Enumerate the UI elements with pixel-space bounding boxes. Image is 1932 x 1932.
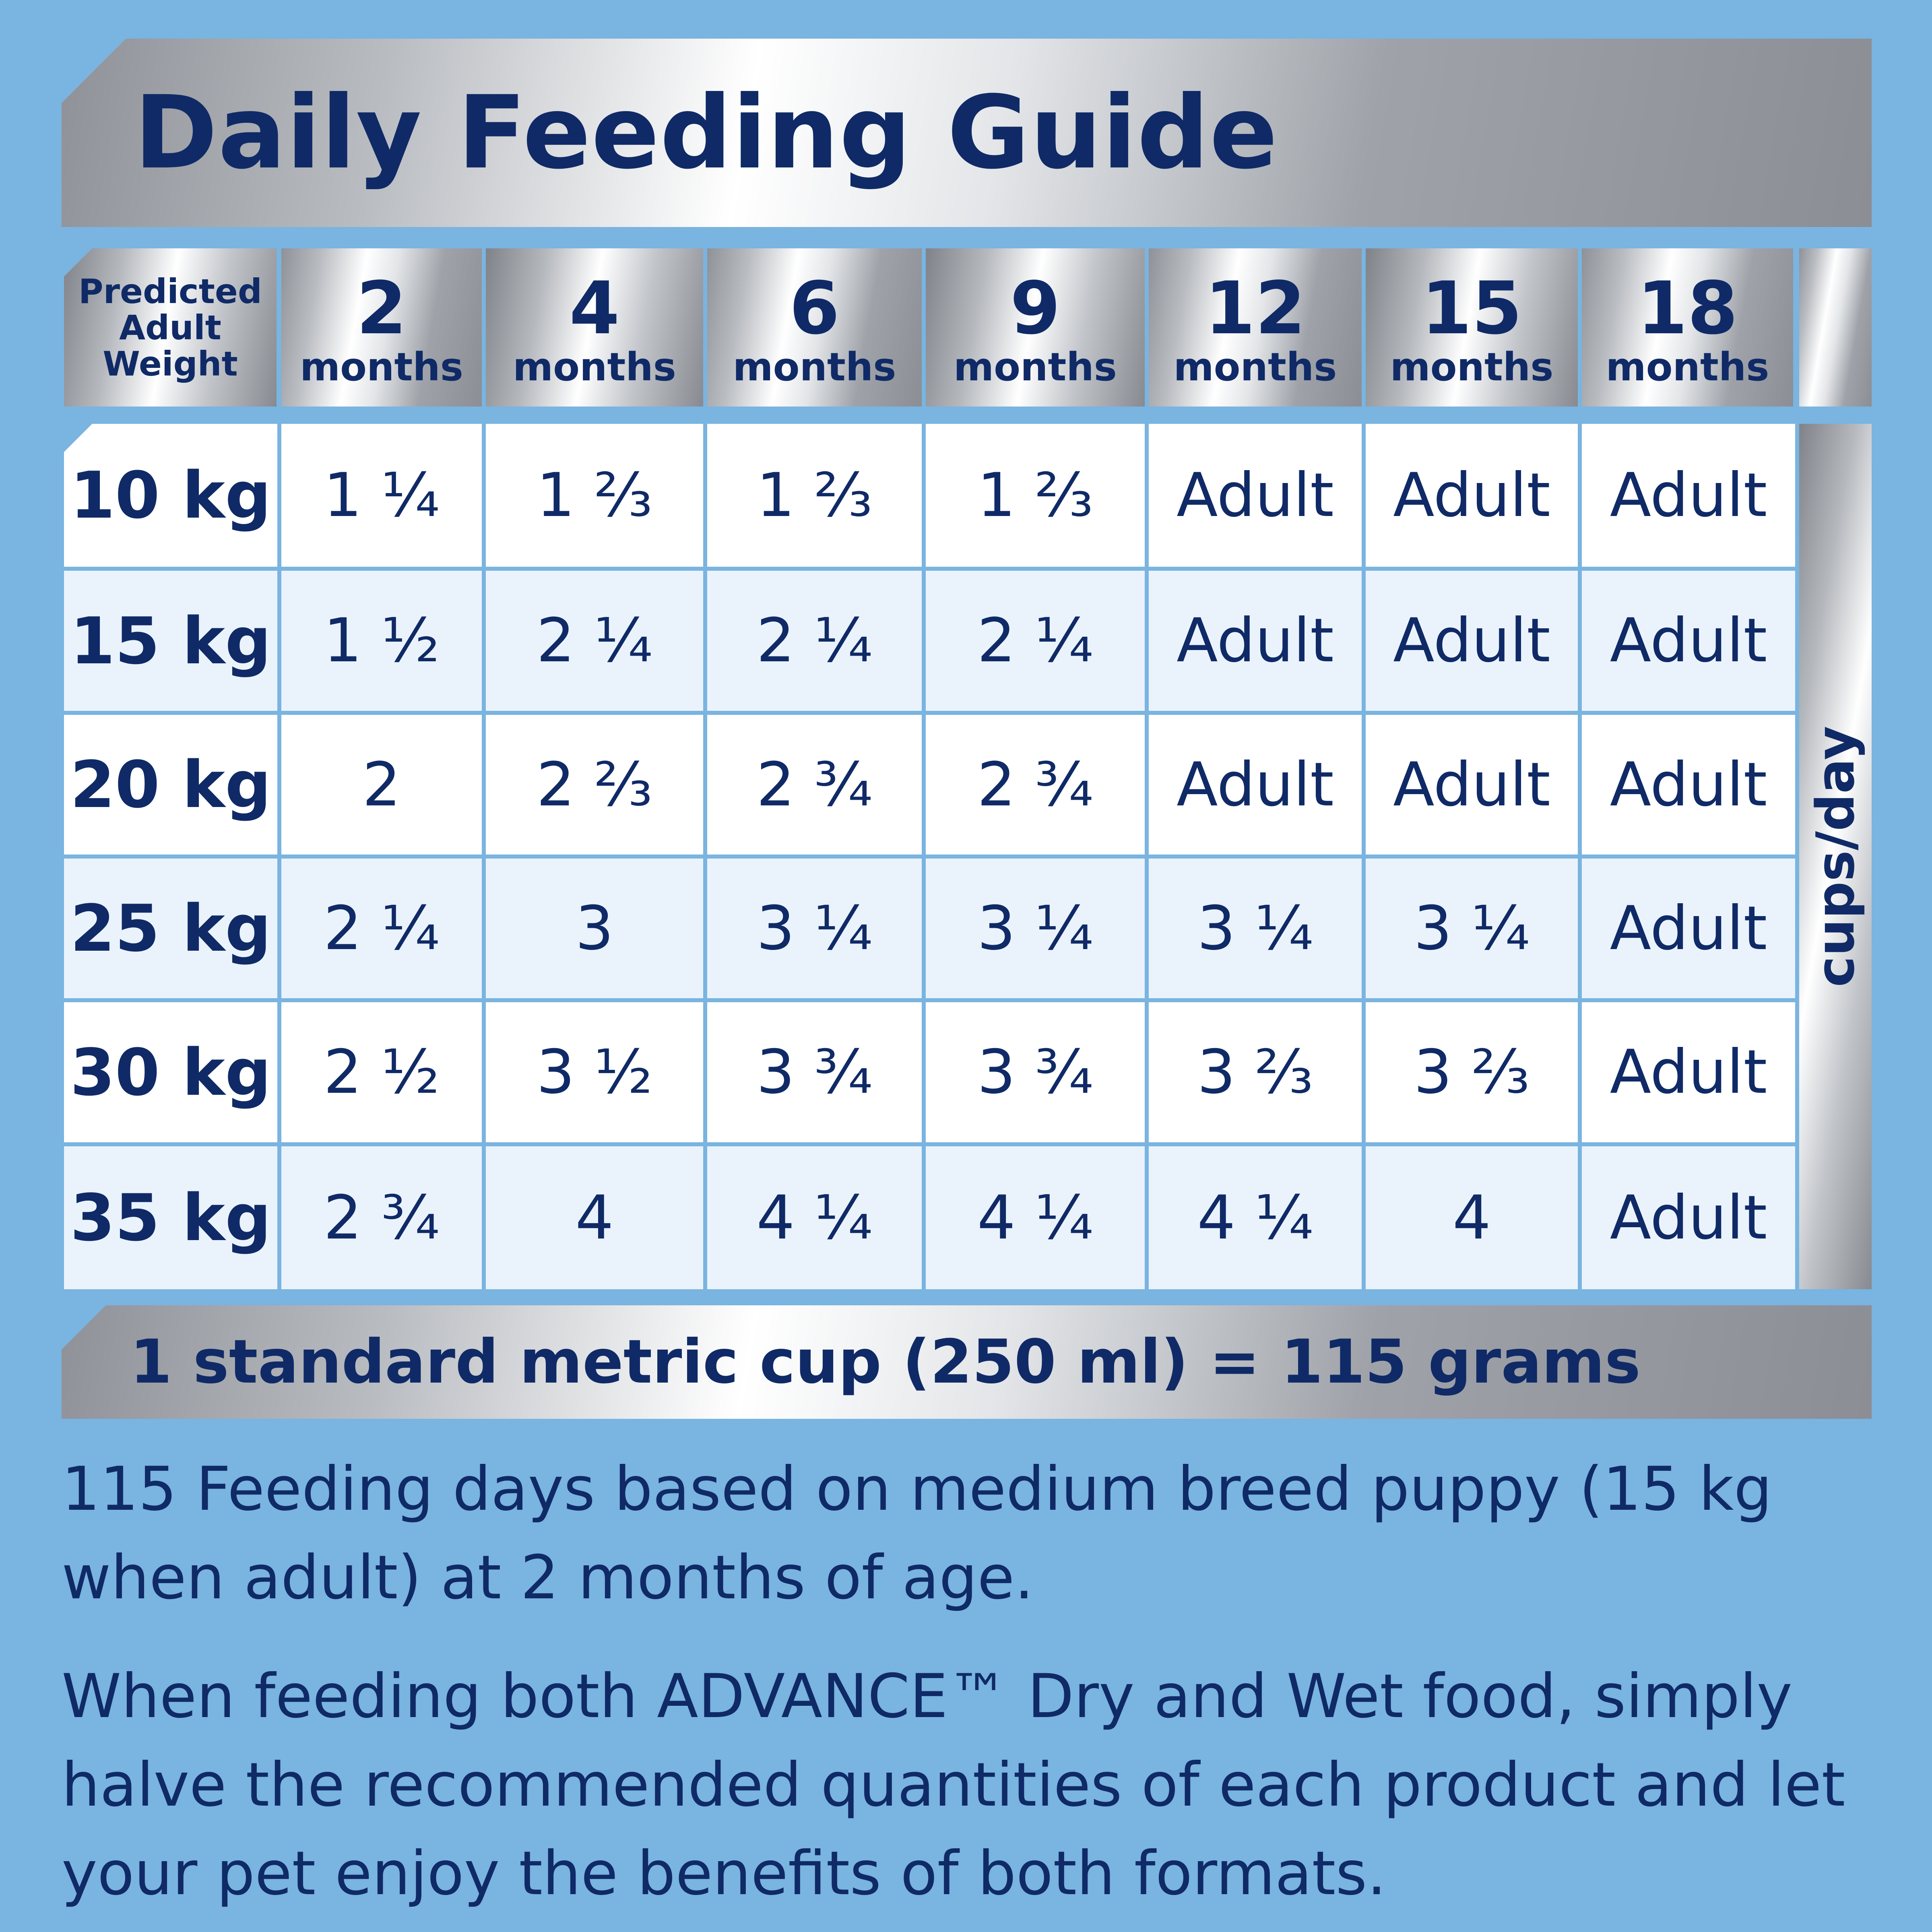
table-cell: Adult bbox=[1582, 1002, 1795, 1142]
weight-column-header-label: Predicted Adult Weight bbox=[78, 271, 262, 384]
age-header-unit: months bbox=[954, 345, 1117, 390]
table-cell: 1 ⅔ bbox=[707, 424, 922, 567]
table-cell: 3 ⅔ bbox=[1366, 1002, 1578, 1142]
table-cell: Adult bbox=[1149, 424, 1362, 567]
table-cell: 2 ¼ bbox=[281, 859, 482, 998]
weight-row-label: 15 kg bbox=[64, 571, 277, 711]
table-cell: 2 bbox=[281, 715, 482, 855]
table-cell: 4 bbox=[486, 1146, 703, 1289]
table-cell: 3 ⅔ bbox=[1149, 1002, 1362, 1142]
table-cell: Adult bbox=[1366, 571, 1578, 711]
unit-side-bar: cups/day bbox=[1799, 424, 1872, 1289]
table-cell: 2 ⅔ bbox=[486, 715, 703, 855]
table-cell: 3 ½ bbox=[486, 1002, 703, 1142]
age-header-4-months: 4 months bbox=[486, 248, 703, 407]
table-cell: Adult bbox=[1366, 424, 1578, 567]
cup-conversion-banner: 1 standard metric cup (250 ml) = 115 gra… bbox=[62, 1305, 1872, 1419]
table-cell: Adult bbox=[1366, 715, 1578, 855]
table-cell: 1 ¼ bbox=[281, 424, 482, 567]
weight-row-label: 20 kg bbox=[64, 715, 277, 855]
table-cell: Adult bbox=[1582, 571, 1795, 711]
table-cell: 2 ½ bbox=[281, 1002, 482, 1142]
age-header-unit: months bbox=[513, 345, 676, 390]
age-header-unit: months bbox=[1606, 345, 1769, 390]
table-cell: 4 bbox=[1366, 1146, 1578, 1289]
age-header-unit: months bbox=[1173, 345, 1337, 390]
table-cell: 3 ¼ bbox=[1149, 859, 1362, 998]
table-cell: 3 ¾ bbox=[926, 1002, 1145, 1142]
feeding-days-note: 115 Feeding days based on medium breed p… bbox=[62, 1454, 1772, 1613]
age-header-number: 6 bbox=[789, 266, 840, 351]
table-cell: Adult bbox=[1582, 715, 1795, 855]
age-header-number: 4 bbox=[569, 266, 620, 351]
age-header-number: 9 bbox=[1010, 266, 1061, 351]
table-cell: 3 ¾ bbox=[707, 1002, 922, 1142]
unit-label: cups/day bbox=[1805, 726, 1866, 987]
age-header-15-months: 15 months bbox=[1366, 248, 1578, 407]
weight-row-label: 30 kg bbox=[64, 1002, 277, 1142]
table-cell: 3 ¼ bbox=[1366, 859, 1578, 998]
age-header-12-months: 12 months bbox=[1149, 248, 1362, 407]
table-cell: 1 ⅔ bbox=[926, 424, 1145, 567]
table-cell: 3 bbox=[486, 859, 703, 998]
age-header-unit: months bbox=[1390, 345, 1554, 390]
table-cell: 4 ¼ bbox=[926, 1146, 1145, 1289]
dry-wet-feeding-note: When feeding both ADVANCE™ Dry and Wet f… bbox=[62, 1662, 1845, 1909]
weight-row-label: 10 kg bbox=[64, 424, 277, 567]
age-header-number: 15 bbox=[1421, 266, 1522, 351]
age-header-9-months: 9 months bbox=[926, 248, 1145, 407]
table-cell: Adult bbox=[1582, 859, 1795, 998]
title-banner: Daily Feeding Guide bbox=[62, 39, 1872, 227]
weight-row-label: 35 kg bbox=[64, 1146, 277, 1289]
table-cell: 4 ¼ bbox=[707, 1146, 922, 1289]
table-cell: Adult bbox=[1582, 424, 1795, 567]
table-cell: 2 ¾ bbox=[707, 715, 922, 855]
header-end-cap bbox=[1799, 248, 1872, 407]
table-cell: 3 ¼ bbox=[707, 859, 922, 998]
table-cell: 2 ¼ bbox=[926, 571, 1145, 711]
weight-column-header: Predicted Adult Weight bbox=[64, 248, 277, 407]
age-header-number: 12 bbox=[1205, 266, 1306, 351]
table-cell: 3 ¼ bbox=[926, 859, 1145, 998]
table-cell: 2 ¾ bbox=[926, 715, 1145, 855]
age-header-18-months: 18 months bbox=[1582, 248, 1793, 407]
age-header-number: 2 bbox=[356, 266, 407, 351]
age-header-6-months: 6 months bbox=[707, 248, 922, 407]
page-title: Daily Feeding Guide bbox=[134, 74, 1278, 191]
table-cell: Adult bbox=[1149, 571, 1362, 711]
table-cell: 1 ⅔ bbox=[486, 424, 703, 567]
age-header-2-months: 2 months bbox=[281, 248, 482, 407]
table-cell: 2 ¼ bbox=[486, 571, 703, 711]
table-cell: 2 ¾ bbox=[281, 1146, 482, 1289]
table-cell: 1 ½ bbox=[281, 571, 482, 711]
table-cell: Adult bbox=[1582, 1146, 1795, 1289]
age-header-number: 18 bbox=[1637, 266, 1738, 351]
age-header-unit: months bbox=[300, 345, 463, 390]
age-header-unit: months bbox=[733, 345, 896, 390]
weight-row-label: 25 kg bbox=[64, 859, 277, 998]
table-cell: Adult bbox=[1149, 715, 1362, 855]
table-cell: 4 ¼ bbox=[1149, 1146, 1362, 1289]
cup-conversion-text: 1 standard metric cup (250 ml) = 115 gra… bbox=[130, 1327, 1641, 1397]
table-cell: 2 ¼ bbox=[707, 571, 922, 711]
